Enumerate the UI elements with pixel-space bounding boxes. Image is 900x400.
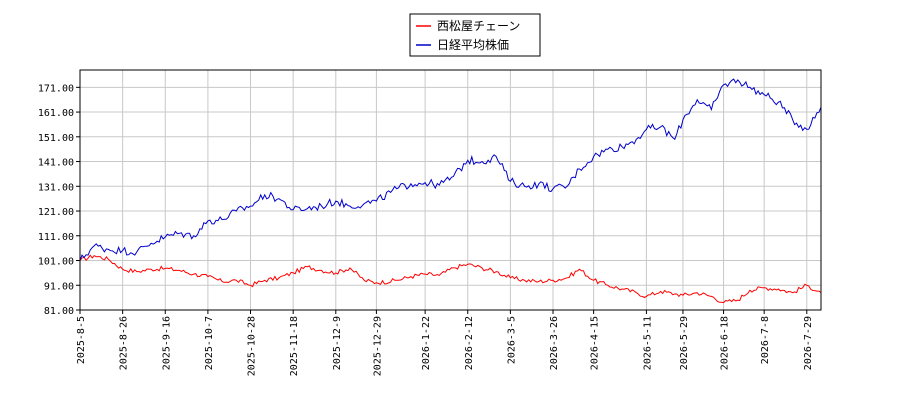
plot-frame	[79, 69, 822, 311]
x-tick-label: 2026-7-29	[803, 316, 814, 370]
x-tick-label: 2026-2-12	[464, 316, 475, 370]
y-tick-label: 131.00	[38, 182, 74, 193]
y-tick-label: 161.00	[38, 108, 74, 119]
series-line-2	[79, 78, 822, 261]
x-tick-label: 2025-8-5	[76, 316, 87, 364]
x-tick-label: 2026-1-22	[421, 316, 432, 370]
x-tick-label: 2026-7-8	[760, 316, 771, 364]
legend-box	[409, 13, 541, 57]
legend-label: 日経平均株価	[437, 37, 509, 52]
x-tick-label: 2025-9-16	[161, 316, 172, 370]
y-tick-label: 121.00	[38, 207, 74, 218]
y-tick-label: 171.00	[38, 83, 74, 94]
ticks: 81.00 91.00 101.00 111.00 121.00 131.00 141.00…	[38, 83, 814, 376]
x-tick-label: 2025-11-18	[289, 316, 300, 376]
x-tick-label: 2026-3-5	[506, 316, 517, 364]
x-tick-label: 2026-3-26	[549, 316, 560, 370]
series-line-1	[79, 254, 822, 304]
x-tick-label: 2025-10-28	[247, 316, 258, 376]
y-tick-label: 111.00	[38, 232, 74, 243]
x-tick-label: 2026-5-29	[679, 316, 690, 370]
y-tick-label: 141.00	[38, 158, 74, 169]
x-tick-label: 2025-12-9	[332, 316, 343, 370]
y-tick-label: 81.00	[44, 306, 74, 317]
x-tick-label: 2025-10-7	[204, 316, 215, 370]
x-tick-label: 2026-4-15	[590, 316, 601, 370]
legend-label: 西松屋チェーン	[437, 19, 520, 33]
x-tick-label: 2025-8-26	[119, 316, 130, 370]
x-tick-label: 2026-6-18	[720, 316, 731, 370]
x-tick-label: 2026-5-11	[642, 316, 653, 370]
grid	[79, 70, 821, 311]
series-layer	[79, 78, 822, 304]
x-tick-label: 2025-12-29	[372, 316, 383, 376]
y-tick-label: 101.00	[38, 257, 74, 268]
y-tick-label: 151.00	[38, 133, 74, 144]
y-tick-label: 91.00	[44, 281, 74, 292]
